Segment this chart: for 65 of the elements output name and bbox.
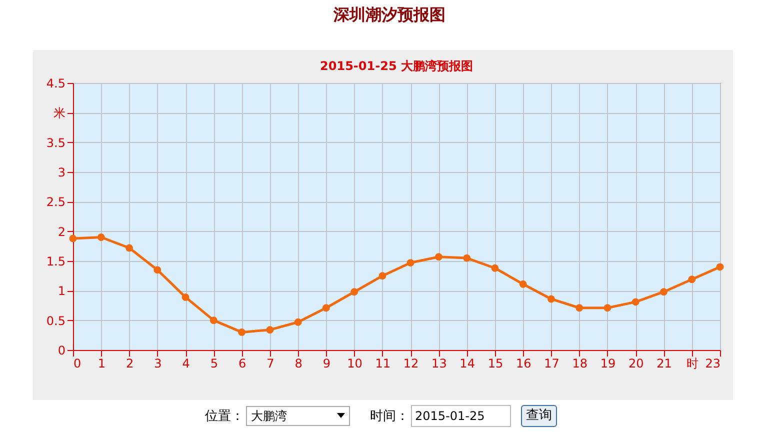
x-tick-label: 23	[705, 356, 720, 370]
x-tick-label: 5	[210, 356, 218, 370]
x-tick-label: 10	[347, 356, 362, 370]
x-tick-label: 13	[432, 356, 447, 370]
point	[463, 254, 471, 262]
x-tick-label: 20	[628, 356, 644, 370]
point	[491, 264, 499, 272]
point	[406, 259, 414, 266]
x-tick-label: 4	[182, 356, 190, 370]
x-tick-label: 6	[238, 356, 246, 370]
y-tick-label: 2	[58, 224, 66, 239]
date-field: 2015-01-25	[411, 405, 511, 427]
y-tick-label: 3	[58, 166, 66, 180]
point	[266, 326, 274, 334]
point	[294, 318, 302, 326]
x-tick-label: 2	[126, 356, 134, 370]
query-button: 查询	[521, 405, 557, 427]
x-tick-label: 16	[516, 356, 532, 370]
point	[576, 304, 584, 312]
x-tick-label: 14	[460, 356, 475, 370]
point	[322, 304, 330, 312]
point	[688, 276, 696, 284]
y-tick-label: 3.5	[46, 136, 66, 150]
point	[126, 244, 133, 252]
point	[716, 263, 724, 271]
x-tick-label: 11	[375, 356, 391, 370]
x-tick-label: 18	[572, 356, 588, 370]
x-tick-label: 7	[266, 356, 274, 370]
x-tick-label: 21	[656, 356, 672, 370]
text: 位置：	[205, 408, 244, 425]
x-tick-label: 时	[686, 356, 698, 370]
point	[97, 234, 105, 241]
y-tick-label: 1	[58, 284, 66, 298]
dropdown-field: 大鹏湾	[246, 406, 350, 426]
point	[238, 328, 246, 336]
point	[548, 295, 555, 303]
x-tick-label: 12	[403, 356, 419, 370]
chart-subtitle: 2015-01-25 大鹏湾预报图	[320, 59, 473, 73]
chart-title: 深圳潮汐预报图	[332, 5, 446, 26]
point	[519, 280, 527, 288]
x-tick-label: 8	[294, 356, 302, 370]
point	[434, 253, 442, 261]
point	[182, 293, 190, 301]
point	[210, 316, 218, 324]
x-tick-label: 17	[544, 356, 560, 370]
point	[69, 234, 77, 242]
y-tick-label: 2.5	[46, 195, 66, 210]
x-tick-label: 19	[600, 356, 616, 370]
x-tick-label: 9	[322, 356, 330, 370]
y-tick-label: 米	[54, 106, 66, 120]
x-tick-label: 1	[98, 356, 106, 370]
y-tick-label: 4.5	[46, 76, 66, 90]
point	[632, 298, 640, 306]
x-tick-label: 3	[154, 356, 162, 370]
point	[660, 288, 668, 296]
text: 时间：	[370, 408, 409, 425]
y-tick-label: 0.5	[46, 314, 66, 328]
point	[154, 266, 162, 274]
y-tick-label: 1.5	[46, 254, 66, 268]
point	[604, 304, 612, 312]
point	[378, 272, 386, 280]
x-tick-label: 15	[488, 356, 504, 370]
y-tick-label: 0	[58, 344, 66, 358]
point	[350, 288, 358, 296]
x-tick-label: 0	[74, 356, 82, 370]
